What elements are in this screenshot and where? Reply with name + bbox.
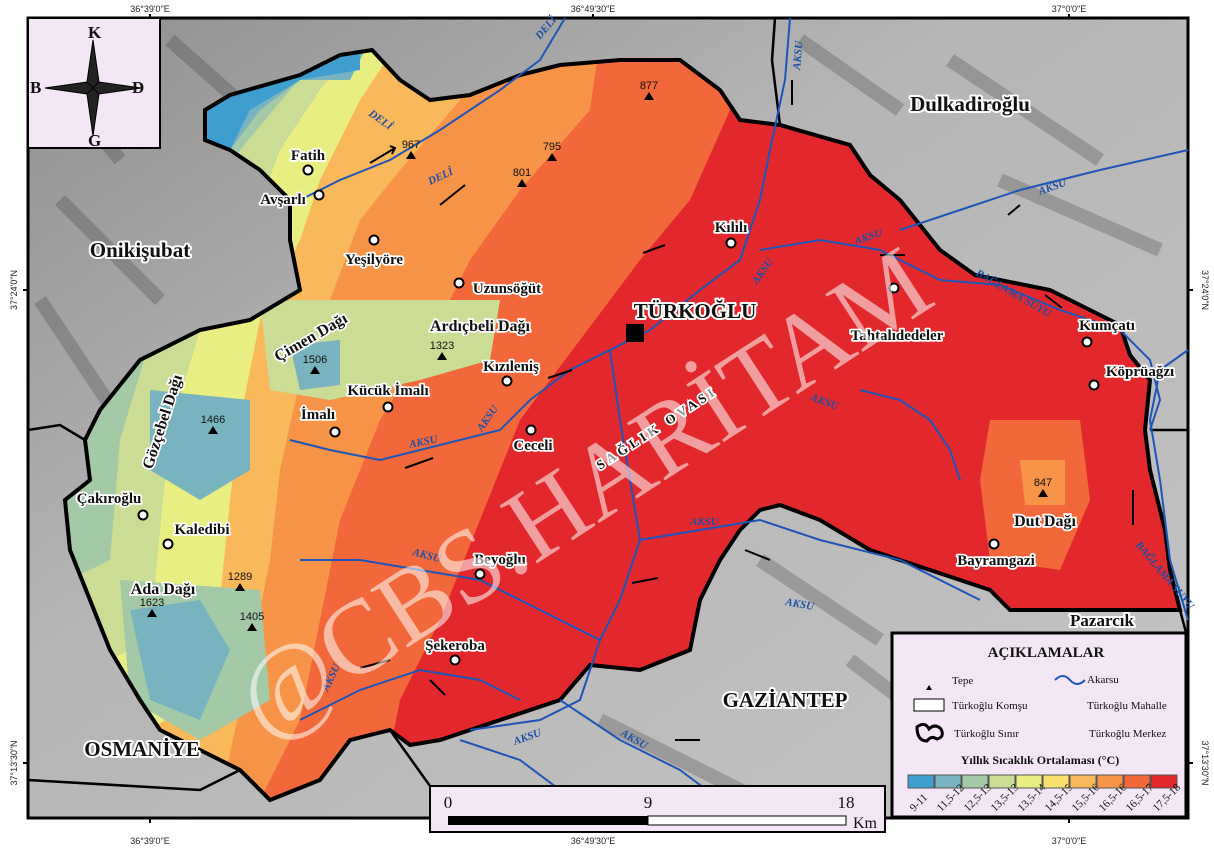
mountain-label: Ada Dağı <box>131 581 196 598</box>
legend-title: AÇIKLAMALAR <box>988 645 1105 661</box>
coord-left: 37°24'0"N <box>9 270 19 310</box>
legend-class-swatch <box>907 774 935 789</box>
compass: K G B D <box>27 17 161 150</box>
place-markers <box>137 164 1100 666</box>
scale-tick: 18 <box>838 793 855 812</box>
compass-east: D <box>132 78 144 97</box>
district-dulkadiroglu: Dulkadiroğlu <box>910 92 1030 116</box>
scale-bar: 0 9 18 Km <box>429 785 886 833</box>
mountain-label: Dut Dağı <box>1014 513 1076 530</box>
peak-elevation: 877 <box>640 80 658 92</box>
turkoglu-center-marker <box>626 324 644 342</box>
legend-class-swatch <box>988 774 1016 789</box>
coord-right: 37°24'0"N <box>1200 270 1210 310</box>
peak-elevation: 795 <box>543 141 561 153</box>
compass-rose-icon <box>44 39 142 137</box>
coord-bottom: 36°39'0"E <box>130 836 170 846</box>
district-gaziantep: GAZİANTEP <box>723 688 848 712</box>
peak-elevation: 847 <box>1034 477 1052 489</box>
legend-stream: Akarsu <box>1087 674 1119 686</box>
stream-icon <box>1054 675 1086 685</box>
center-label: TÜRKOĞLU <box>634 299 757 323</box>
legend-class-swatch <box>1069 774 1097 789</box>
legend-peak: Tepe <box>952 675 973 687</box>
legend-class-swatch <box>934 774 962 789</box>
coord-top: 36°39'0"E <box>130 4 170 14</box>
legend-center: Türkoğlu Merkez <box>1089 728 1166 740</box>
coord-right: 37°13'30"N <box>1200 740 1210 785</box>
legend-class-swatch <box>961 774 989 789</box>
place-label: Ceceli <box>513 438 552 454</box>
district-osmaniye: OSMANİYE <box>84 737 200 761</box>
place-label: Yeşilyöre <box>345 252 403 268</box>
place-label: Çakıroğlu <box>77 491 142 507</box>
peak-elevation: 1289 <box>228 571 252 583</box>
place-label: Kumçatı <box>1079 318 1135 334</box>
legend-class-swatch <box>1123 774 1151 789</box>
legend-scale-title: Yıllık Sıcaklık Ortalaması (°C) <box>961 753 1119 767</box>
district-pazarcik: Pazarcık <box>1070 611 1134 630</box>
place-label: Tahtalıdedeler <box>851 328 944 344</box>
border-icon <box>915 722 944 743</box>
place-label: Uzunsöğüt <box>473 281 541 297</box>
river-label: AKSU <box>791 40 806 72</box>
neighbor-icon <box>913 698 945 712</box>
place-label: Kaledibi <box>174 522 229 538</box>
coord-top: 36°49'30"E <box>571 4 616 14</box>
legend-class-swatch <box>1042 774 1070 789</box>
coord-top: 37°0'0"E <box>1052 4 1087 14</box>
place-label: Şekeroba <box>425 638 485 654</box>
place-label: Kücük İmalı <box>347 382 428 399</box>
place-label: İmalı <box>301 406 335 423</box>
peak-elevation: 1405 <box>240 611 264 623</box>
place-label: Köprüağzı <box>1106 364 1174 380</box>
coordinate-labels: 36°39'0"E 36°49'30"E 37°0'0"E 36°39'0"E … <box>9 4 1210 846</box>
legend: AÇIKLAMALAR Tepe Akarsu Türkoğlu Komşu T… <box>890 631 1188 819</box>
district-onikisubat: Onikişubat <box>90 238 190 262</box>
legend-class-swatch <box>1150 774 1178 789</box>
compass-south: G <box>88 131 101 150</box>
peak-elevation: 1506 <box>303 354 327 366</box>
place-label: Kızıleniş <box>483 359 539 375</box>
peak-elevation: 967 <box>402 139 420 151</box>
scale-unit: Km <box>853 815 878 832</box>
place-label: Beyoğlu <box>474 552 526 568</box>
scale-tick: 0 <box>444 793 453 812</box>
coord-bottom: 36°49'30"E <box>571 836 616 846</box>
peak-elevation: 1623 <box>140 597 164 609</box>
peak-elevation: 1323 <box>430 340 454 352</box>
coord-left: 37°13'30"N <box>9 740 19 785</box>
flow-arrows <box>359 80 1134 741</box>
compass-west: B <box>30 78 41 97</box>
legend-neighbor: Türkoğlu Komşu <box>952 700 1028 712</box>
river-label: AKSU <box>689 516 720 528</box>
place-label: Avşarlı <box>260 192 306 208</box>
river-label: AKSU <box>783 596 815 613</box>
peak-elevation: 801 <box>513 167 531 179</box>
compass-north: K <box>88 23 102 42</box>
place-label: Fatih <box>291 148 326 164</box>
place-label: Kılılı <box>715 220 748 236</box>
coord-bottom: 37°0'0"E <box>1052 836 1087 846</box>
place-label: Bayramgazi <box>957 553 1034 569</box>
peak-elevation: 1466 <box>201 414 225 426</box>
legend-neighborhood: Türkoğlu Mahalle <box>1087 700 1167 712</box>
peak-icon <box>926 685 932 690</box>
scale-tick: 9 <box>644 793 653 812</box>
legend-border: Türkoğlu Sınır <box>954 728 1019 740</box>
mountain-label: Ardıçbeli Dağı <box>430 318 531 335</box>
legend-class-swatch <box>1096 774 1124 789</box>
legend-class-swatch <box>1015 774 1043 789</box>
